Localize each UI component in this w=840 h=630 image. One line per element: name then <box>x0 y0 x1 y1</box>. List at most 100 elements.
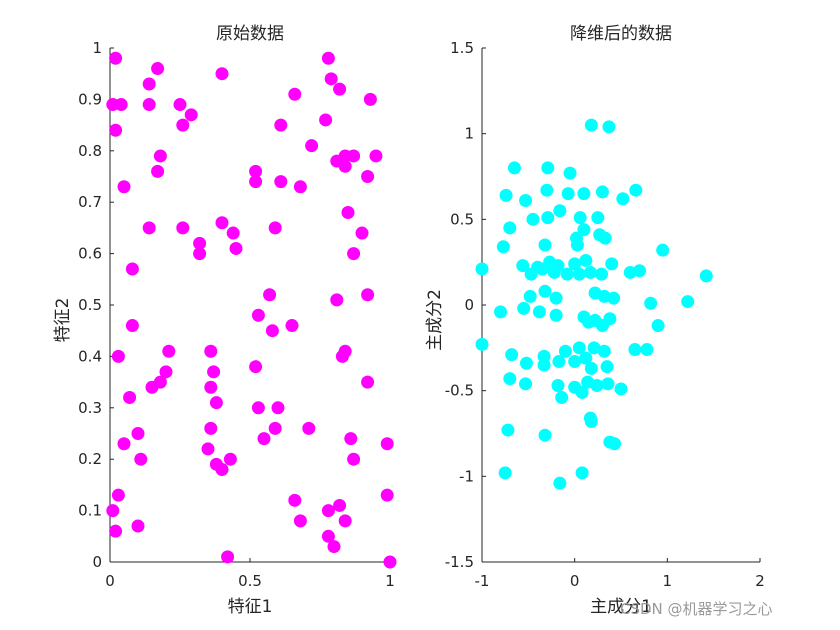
data-point <box>204 421 218 435</box>
y-tick-label: 0.5 <box>450 210 474 228</box>
data-point <box>595 185 609 199</box>
data-point <box>547 265 561 279</box>
data-point <box>526 212 540 226</box>
data-point <box>573 211 587 225</box>
data-point <box>584 361 598 375</box>
data-point <box>288 87 302 101</box>
x-tick-label: -1 <box>475 572 490 590</box>
data-point <box>327 540 341 554</box>
x-tick-label: 1 <box>385 572 395 590</box>
data-point <box>193 236 207 250</box>
data-point <box>184 108 198 122</box>
data-point <box>516 259 530 273</box>
data-point <box>204 380 218 394</box>
data-point <box>131 427 145 440</box>
data-point <box>111 349 125 363</box>
data-point <box>538 238 552 252</box>
data-point <box>475 337 489 351</box>
data-point <box>633 264 647 278</box>
data-point <box>553 476 567 490</box>
data-point <box>215 216 229 230</box>
y-tick-label: 0.4 <box>78 347 102 365</box>
data-point <box>555 391 569 405</box>
data-point <box>572 267 586 281</box>
data-point <box>577 187 591 201</box>
data-point <box>549 308 563 322</box>
data-point <box>579 351 593 365</box>
data-point <box>640 343 654 357</box>
data-point <box>226 226 240 240</box>
data-point <box>271 401 285 415</box>
y-tick-label: 0 <box>464 296 474 314</box>
data-point <box>221 550 235 564</box>
data-point <box>538 428 552 442</box>
x-tick-label: 0 <box>105 572 115 590</box>
data-point <box>193 247 207 261</box>
data-point <box>134 452 148 466</box>
data-point <box>347 452 361 466</box>
data-point <box>106 504 120 518</box>
y-tick-label: -1.5 <box>445 553 474 571</box>
data-point <box>541 161 555 175</box>
y-tick-label: 0 <box>92 553 102 571</box>
data-point <box>383 555 397 569</box>
data-point <box>577 223 591 237</box>
data-point <box>575 466 589 480</box>
chart-title: 原始数据 <box>216 24 284 44</box>
x-axis-label: 特征1 <box>228 597 273 617</box>
data-point <box>369 149 383 163</box>
data-point <box>223 452 237 466</box>
data-point <box>293 514 307 528</box>
data-point <box>535 262 549 276</box>
data-point <box>249 164 263 178</box>
data-point <box>347 149 361 163</box>
data-point <box>598 231 612 245</box>
data-point <box>109 51 123 65</box>
data-point <box>333 498 347 512</box>
csdn-watermark: CSDN @机器学习之心 <box>620 600 773 618</box>
data-point <box>274 175 288 189</box>
data-point <box>324 72 338 86</box>
data-point <box>629 183 643 197</box>
data-point <box>344 432 358 446</box>
data-point <box>651 319 665 333</box>
data-point <box>341 205 355 219</box>
data-point <box>584 118 598 132</box>
data-point <box>519 377 533 391</box>
data-point <box>496 240 510 254</box>
data-point <box>117 437 131 451</box>
y-axis-label: 特征2 <box>53 298 73 343</box>
data-point <box>541 211 555 225</box>
data-point <box>656 243 670 257</box>
y-tick-label: 1.5 <box>450 39 474 57</box>
data-point <box>209 396 223 410</box>
data-point <box>553 204 567 218</box>
data-point <box>605 257 619 271</box>
data-point <box>561 187 575 201</box>
data-point <box>125 319 139 333</box>
data-point <box>159 365 173 379</box>
data-point <box>595 267 609 281</box>
y-tick-label: 0.3 <box>78 399 102 417</box>
y-axis-label: 主成分2 <box>425 289 445 351</box>
data-point <box>249 175 263 189</box>
y-tick-label: 1 <box>92 39 102 57</box>
data-point <box>644 296 658 310</box>
data-point <box>302 421 316 435</box>
y-tick-label: 0.7 <box>78 193 102 211</box>
data-point <box>274 118 288 132</box>
data-point <box>499 188 513 202</box>
data-point <box>293 180 307 194</box>
data-point <box>257 432 271 446</box>
data-point <box>153 149 167 163</box>
data-point <box>560 267 574 281</box>
chart-title: 降维后的数据 <box>570 24 672 44</box>
data-point <box>699 269 713 283</box>
data-point <box>268 421 282 435</box>
data-point <box>628 343 642 357</box>
data-point <box>355 226 369 240</box>
data-point <box>363 92 377 106</box>
y-tick-label: 0.1 <box>78 502 102 520</box>
